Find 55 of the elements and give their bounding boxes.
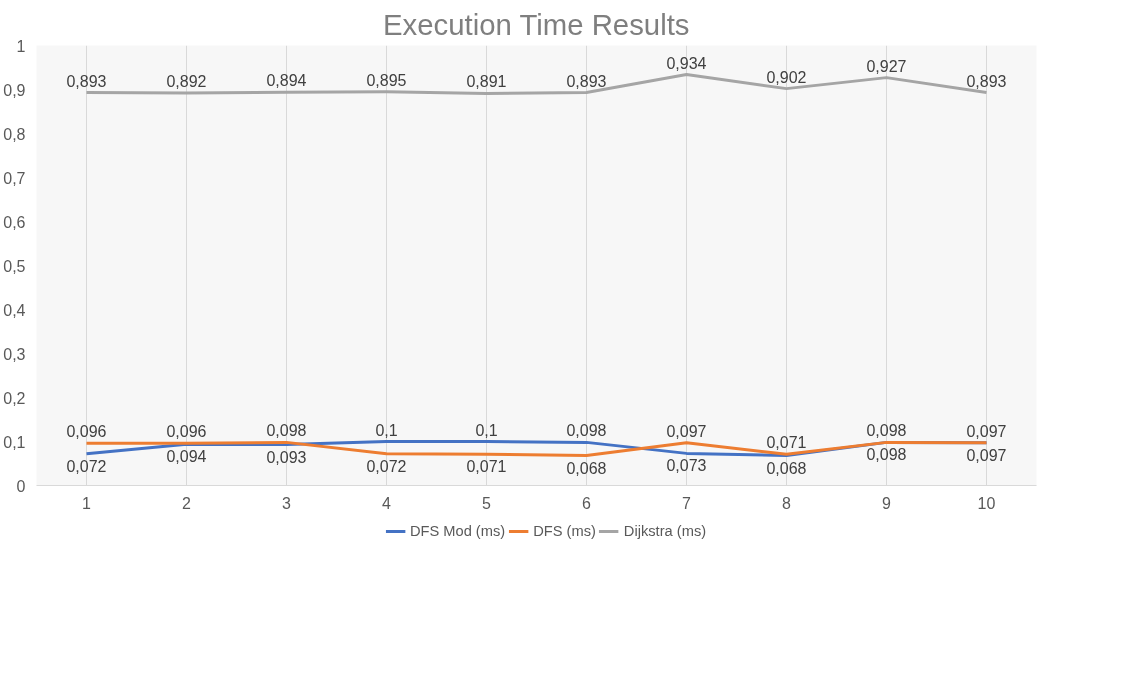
- data-label: 0,093: [266, 448, 307, 466]
- data-label: 0,068: [566, 459, 607, 477]
- legend-label: DFS (ms): [533, 523, 596, 539]
- data-label: 0,934: [666, 54, 707, 72]
- data-label: 0,891: [466, 73, 507, 91]
- data-label: 0,893: [566, 72, 607, 90]
- x-tick-label: 7: [682, 494, 692, 512]
- data-label: 0,072: [366, 457, 407, 475]
- data-label: 0,098: [266, 422, 307, 440]
- data-label: 0,068: [766, 459, 807, 477]
- data-label: 0,894: [266, 72, 307, 90]
- data-label: 0,071: [766, 434, 807, 452]
- y-tick-label: 0,4: [3, 301, 26, 319]
- data-label: 0,893: [966, 72, 1007, 90]
- data-label: 0,097: [966, 422, 1007, 440]
- x-tick-label: 4: [382, 494, 392, 512]
- data-label: 0,1: [375, 421, 398, 439]
- y-tick-label: 0: [16, 477, 26, 495]
- x-tick-label: 9: [882, 494, 892, 512]
- y-tick-label: 1: [16, 37, 26, 55]
- y-tick-label: 0,2: [3, 389, 26, 407]
- data-label: 0,097: [666, 422, 707, 440]
- data-label: 0,098: [566, 422, 607, 440]
- data-label: 0,892: [166, 73, 207, 91]
- data-label: 0,098: [866, 422, 907, 440]
- y-tick-label: 0,9: [3, 81, 26, 99]
- x-tick-label: 6: [582, 494, 592, 512]
- x-tick-label: 5: [482, 494, 492, 512]
- data-label: 0,094: [166, 448, 207, 466]
- data-label: 0,098: [866, 446, 907, 464]
- y-tick-label: 0,8: [3, 125, 26, 143]
- legend-label: DFS Mod (ms): [409, 523, 506, 539]
- y-tick-label: 0,3: [3, 345, 26, 363]
- data-label: 0,1: [475, 421, 498, 439]
- data-label: 0,927: [866, 57, 907, 75]
- data-label: 0,071: [466, 458, 507, 476]
- data-label: 0,902: [766, 68, 807, 86]
- data-label: 0,073: [666, 457, 707, 475]
- data-label: 0,895: [366, 71, 407, 89]
- y-tick-label: 0,1: [3, 433, 26, 451]
- y-tick-label: 0,5: [3, 257, 26, 275]
- data-label: 0,097: [966, 446, 1007, 464]
- x-tick-label: 8: [782, 494, 792, 512]
- x-tick-label: 10: [977, 494, 996, 512]
- data-label: 0,096: [66, 423, 107, 441]
- chart-title: Execution Time Results: [383, 7, 690, 41]
- x-tick-label: 2: [182, 494, 192, 512]
- legend-label: Dijkstra (ms): [623, 523, 707, 539]
- x-tick-label: 3: [282, 494, 292, 512]
- data-label: 0,096: [166, 423, 207, 441]
- y-tick-label: 0,7: [3, 169, 26, 187]
- data-label: 0,893: [66, 72, 107, 90]
- x-tick-label: 1: [82, 494, 92, 512]
- data-label: 0,072: [66, 457, 107, 475]
- y-tick-label: 0,6: [3, 213, 26, 231]
